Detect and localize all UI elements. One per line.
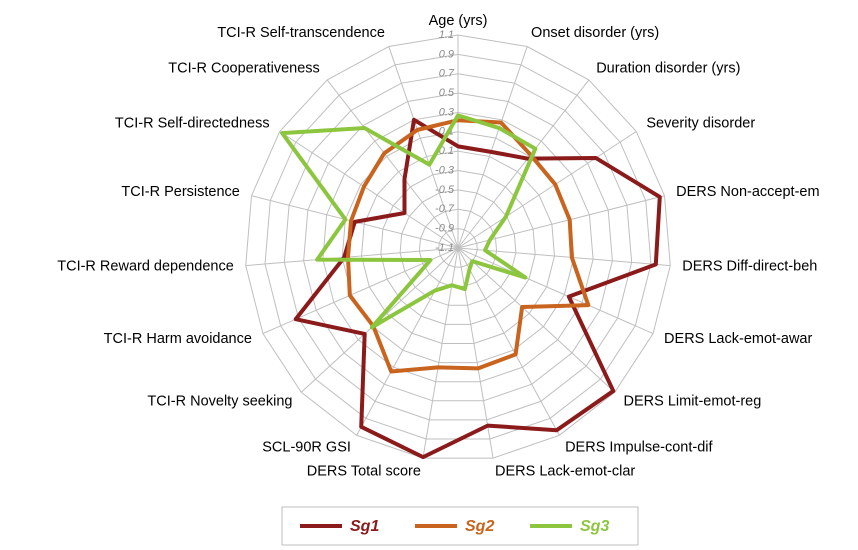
spoke [279,131,459,249]
spoke [457,247,671,267]
spoke [457,247,560,436]
spoke [457,79,590,249]
grid-ring [245,34,671,459]
spoke [326,79,459,249]
spoke [422,247,459,459]
spoke [245,247,459,267]
category-label: TCI-R Self-transcendence [217,25,385,41]
category-label: Duration disorder (yrs) [596,61,740,77]
category-label: DERS Limit-emot-reg [624,394,762,410]
legend-label: Sg2 [465,518,494,535]
spoke [457,247,654,335]
r-tick-label: 0.3 [439,106,455,118]
r-tick-label: 0.7 [439,68,455,80]
grid-ring [361,150,555,344]
category-label: TCI-R Cooperativeness [168,61,320,77]
grid-ring [303,92,613,402]
category-label: Age (yrs) [429,13,488,29]
spoke [457,247,494,459]
legend-label: Sg3 [580,518,609,535]
grid-ring [438,228,478,268]
category-label: SCL-90R GSI [262,439,351,455]
grid-ring [283,73,633,421]
r-tick-label: -0.9 [435,223,454,235]
grid-ring [399,189,517,306]
category-label: DERS Diff-direct-beh [682,259,817,275]
grid-ring [380,170,536,325]
category-label: TCI-R Self-directedness [115,116,270,132]
category-label: DERS Total score [307,464,421,480]
spoke [457,46,528,249]
category-label: TCI-R Harm avoidance [104,331,252,347]
r-tick-label: 0.9 [439,48,454,60]
category-label: DERS Lack-emot-awar [664,331,812,347]
category-label: TCI-R Reward dependence [57,259,234,275]
spoke [388,46,459,249]
category-label: Severity disorder [646,116,755,132]
category-label: TCI-R Persistence [121,184,239,200]
series-line [346,118,591,374]
category-label: Onset disorder (yrs) [531,25,659,41]
series-line [293,117,662,460]
r-tick-label: -0.5 [435,184,455,196]
r-tick-label: 1.1 [439,29,454,41]
r-tick-label: 0.5 [439,87,455,99]
r-tick-label: -0.7 [435,203,455,215]
spoke [457,247,616,393]
category-label: DERS Impulse-cont-dif [565,439,713,455]
legend: Sg1 Sg2 Sg3 [281,506,639,546]
category-label: DERS Lack-emot-clar [495,464,635,480]
r-tick-label: -0.3 [435,164,455,176]
spoke [457,131,637,249]
category-label: DERS Non-accept-em [676,184,819,200]
series-line [280,113,538,330]
grid-ring [322,111,594,383]
spoke [356,247,459,436]
r-tick-label: -1.1 [435,242,454,254]
category-label: TCI-R Novelty seeking [147,394,292,410]
legend-label: Sg1 [350,518,379,535]
